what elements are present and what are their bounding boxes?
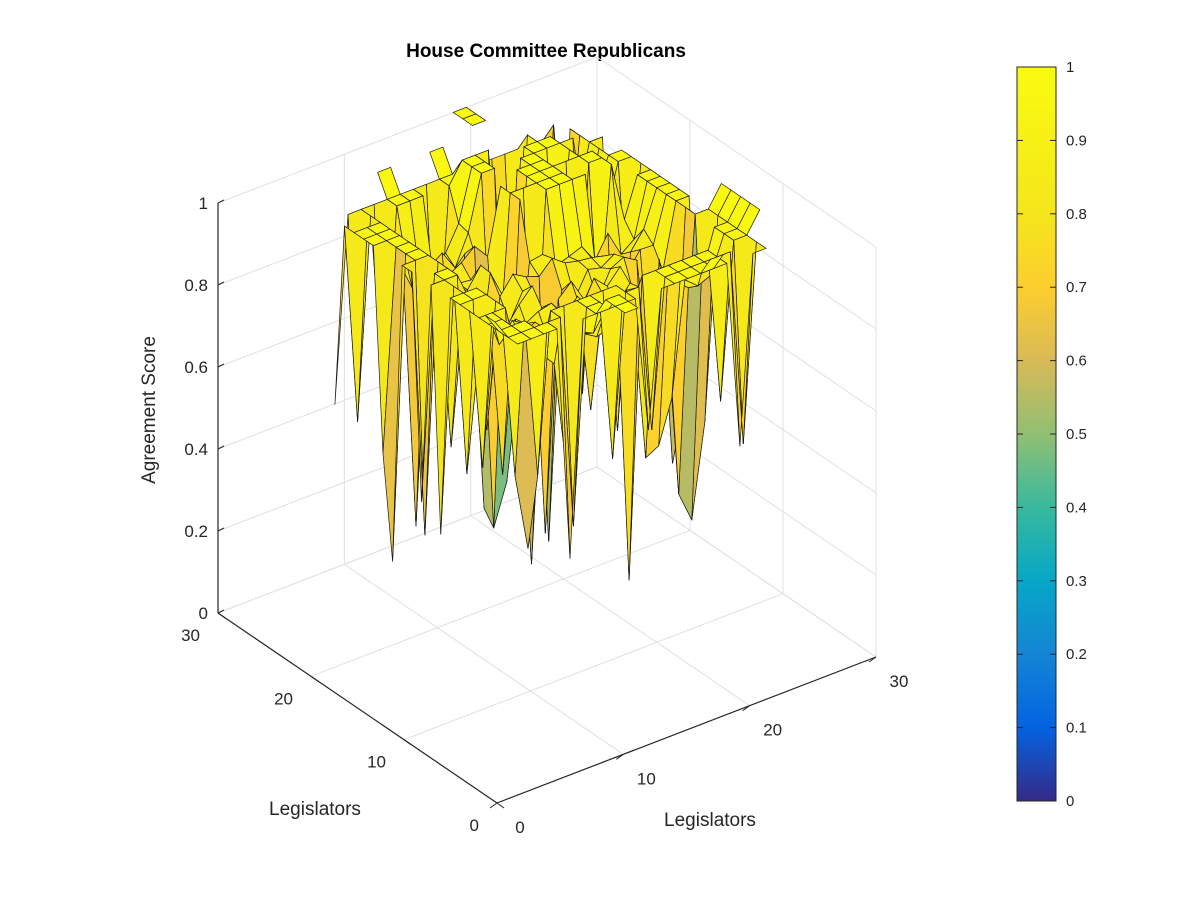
floor-grid-line bbox=[310, 529, 691, 677]
x-tick-label: 30 bbox=[890, 672, 909, 691]
surface-cell bbox=[462, 113, 487, 126]
x-axis-line bbox=[496, 656, 877, 804]
z-tick-label: 0 bbox=[199, 604, 208, 623]
chart-title: House Committee Republicans bbox=[406, 41, 686, 62]
x-tick-label: 20 bbox=[763, 721, 782, 740]
z-tick-mark bbox=[217, 527, 225, 532]
wall-grid-line bbox=[217, 466, 598, 614]
floor-grid-line bbox=[403, 593, 784, 741]
x-tick-mark bbox=[868, 656, 877, 663]
z-axis-label: Agreement Score bbox=[139, 336, 160, 484]
y-tick-mark bbox=[310, 675, 319, 682]
surface-cell bbox=[429, 146, 453, 180]
z-tick-label: 0.4 bbox=[184, 440, 208, 459]
z-tick-mark bbox=[217, 445, 225, 450]
colorbar-tick-label: 0.6 bbox=[1066, 353, 1087, 370]
colorbar-tick-label: 0.4 bbox=[1066, 499, 1087, 516]
z-tick-label: 1 bbox=[199, 194, 208, 213]
surface-cell bbox=[377, 166, 401, 200]
surface-cell bbox=[614, 300, 639, 314]
wall-grid-line bbox=[596, 384, 877, 576]
y-tick-mark bbox=[217, 612, 226, 619]
y-tick-mark bbox=[403, 739, 412, 746]
x-axis-label: Legislators bbox=[664, 810, 756, 831]
y-tick-label: 30 bbox=[181, 626, 200, 645]
y-tick-mark bbox=[496, 802, 505, 809]
colorbar-tick-label: 1 bbox=[1066, 59, 1074, 76]
floor-grid-line bbox=[344, 563, 624, 755]
floor-grid-line bbox=[470, 515, 750, 707]
x-tick-label: 10 bbox=[637, 769, 656, 788]
wall-grid-line bbox=[217, 56, 598, 204]
x-tick-mark bbox=[742, 705, 750, 712]
surface-cell bbox=[507, 332, 532, 345]
y-tick-label: 10 bbox=[367, 753, 386, 772]
wall-grid-line bbox=[596, 466, 877, 658]
y-axis-label: Legislators bbox=[269, 799, 361, 820]
x-tick-label: 0 bbox=[515, 818, 524, 837]
y-axis-line bbox=[217, 612, 498, 804]
colorbar-tick-label: 0.7 bbox=[1066, 279, 1087, 296]
x-tick-mark bbox=[616, 753, 624, 760]
surface-cell bbox=[485, 315, 509, 338]
surface-cell bbox=[699, 253, 725, 275]
colorbar-tick-label: 0.3 bbox=[1066, 573, 1087, 590]
colorbar-tick-label: 0.5 bbox=[1066, 426, 1087, 443]
colorbar-tick-label: 0.1 bbox=[1066, 720, 1087, 737]
y-tick-label: 20 bbox=[274, 689, 293, 708]
z-tick-label: 0.2 bbox=[184, 522, 208, 541]
colorbar-tick-label: 0.9 bbox=[1066, 132, 1087, 149]
wall-grid-line bbox=[596, 56, 877, 248]
x-tick-mark bbox=[489, 802, 498, 809]
z-tick-mark bbox=[217, 363, 225, 368]
z-tick-mark bbox=[217, 281, 225, 286]
y-tick-label: 0 bbox=[470, 816, 479, 835]
colorbar-tick-label: 0.2 bbox=[1066, 646, 1087, 663]
colorbar-tick-label: 0 bbox=[1066, 793, 1074, 810]
colorbar: 0 0.1 0.2 0.3 0.4 0.5 0.6 0.7 0.8 0.9 1 bbox=[1016, 59, 1087, 810]
z-tick-mark bbox=[217, 199, 225, 204]
z-tick-mark bbox=[217, 609, 225, 614]
colorbar-tick-label: 0.8 bbox=[1066, 206, 1087, 223]
colorbar-gradient bbox=[1016, 66, 1057, 802]
surface-plot bbox=[334, 106, 767, 581]
z-tick-label: 0.6 bbox=[184, 358, 208, 377]
z-tick-label: 0.8 bbox=[184, 276, 208, 295]
